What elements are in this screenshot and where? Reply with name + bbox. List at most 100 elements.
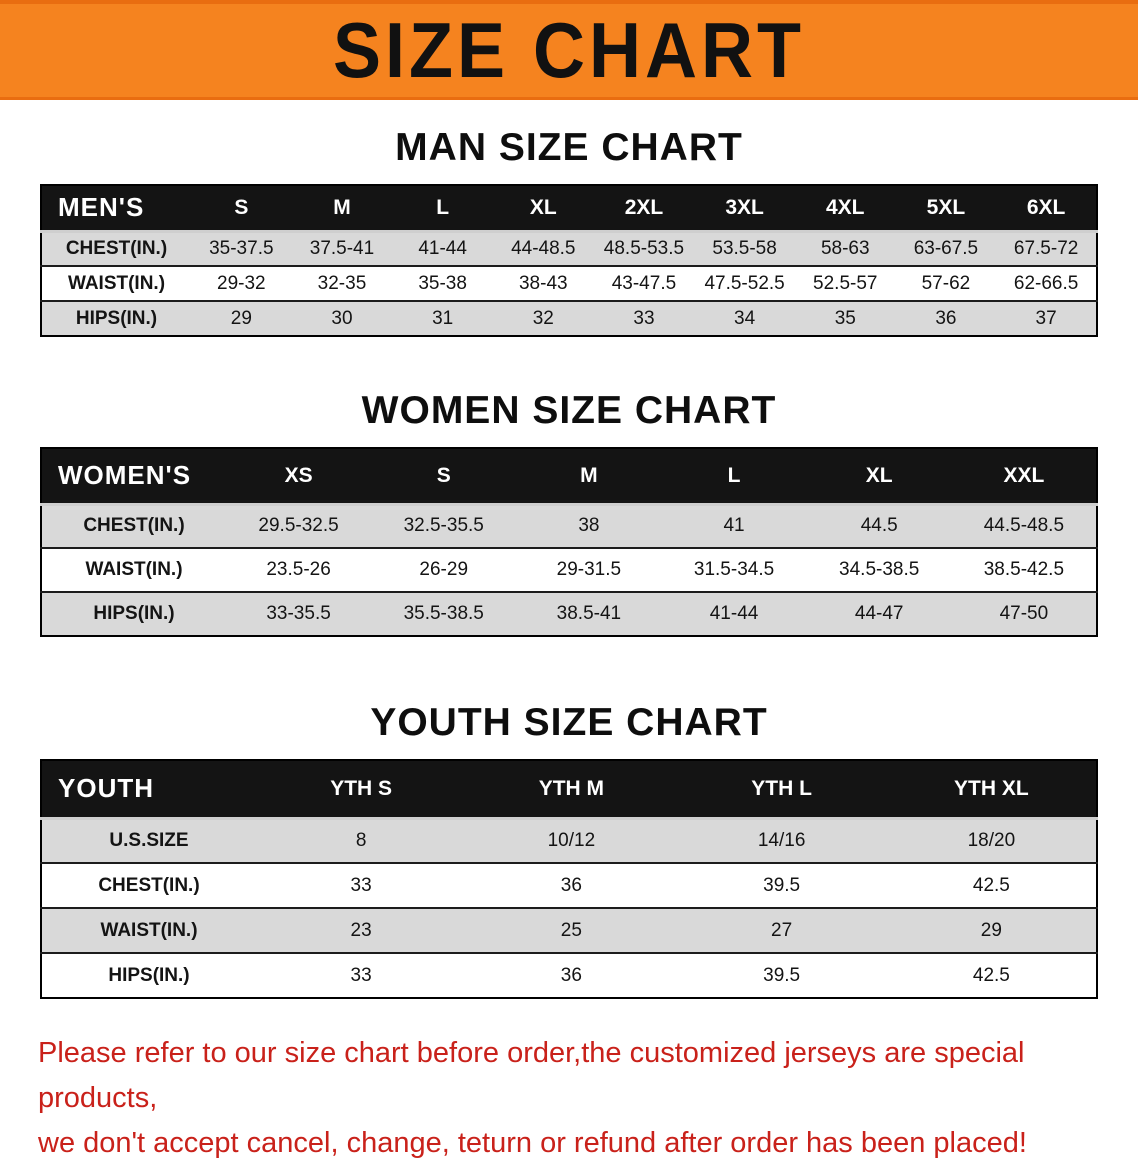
size-column-header: L — [436, 195, 450, 219]
size-value: 29 — [230, 307, 252, 329]
table-row: HIPS(IN.) 29 30 31 32 33 34 35 36 37 — [41, 301, 1097, 336]
table-row: WAIST(IN.) 23 25 27 29 — [41, 908, 1097, 953]
size-value: 33 — [350, 964, 372, 986]
table-row: CHEST(IN.) 29.5-32.5 32.5-35.5 38 41 44.5 44.5… — [41, 504, 1097, 548]
size-value: 18/20 — [967, 829, 1016, 851]
size-value: 58-63 — [820, 237, 870, 259]
size-value: 48.5-53.5 — [603, 237, 685, 259]
size-value: 67.5-72 — [1013, 237, 1079, 259]
size-value: 37.5-41 — [309, 237, 375, 259]
size-value: 44-48.5 — [511, 237, 576, 259]
size-column-header: YTH S — [330, 776, 393, 800]
size-value: 52.5-57 — [813, 272, 878, 294]
row-label: CHEST(IN.) — [65, 237, 168, 259]
size-value: 32 — [532, 307, 554, 329]
size-value: 29 — [980, 919, 1002, 941]
table-row: WAIST(IN.) 29-32 32-35 35-38 38-43 43-47.5 47.… — [41, 266, 1097, 301]
size-value: 30 — [331, 307, 353, 329]
row-label: HIPS(IN.) — [108, 964, 190, 986]
row-label: WAIST(IN.) — [67, 272, 166, 294]
table-row: U.S.SIZE 8 10/12 14/16 18/20 — [41, 818, 1097, 863]
table-row: HIPS(IN.) 33-35.5 35.5-38.5 38.5-41 41-44 44-… — [41, 592, 1097, 636]
size-value: 36 — [935, 307, 957, 329]
size-value: 32.5-35.5 — [403, 515, 484, 537]
row-label: CHEST(IN.) — [98, 874, 200, 896]
table-row: WAIST(IN.) 23.5-26 26-29 29-31.5 31.5-34.5 34… — [41, 548, 1097, 592]
size-value: 44.5 — [860, 515, 898, 537]
size-value: 44.5-48.5 — [983, 515, 1065, 537]
row-label: WAIST(IN.) — [85, 559, 183, 580]
size-value: 63-67.5 — [913, 237, 979, 259]
size-value: 39.5 — [763, 874, 801, 896]
size-value: 25 — [560, 919, 582, 941]
size-column-header: M — [580, 463, 598, 487]
disclaimer-note: Please refer to our size chart before or… — [38, 1031, 1108, 1166]
size-value: 39.5 — [763, 964, 801, 986]
size-column-header: 5XL — [926, 195, 966, 219]
size-value: 29.5-32.5 — [258, 515, 339, 537]
size-value: 62-66.5 — [1013, 272, 1079, 294]
size-value: 38-43 — [518, 272, 568, 294]
size-value: 47-50 — [999, 603, 1049, 624]
size-value: 35.5-38.5 — [403, 603, 484, 624]
size-column-header: S — [436, 463, 451, 487]
size-value: 33-35.5 — [266, 603, 331, 624]
size-value: 35-37.5 — [209, 237, 274, 259]
size-value: 44-47 — [854, 603, 904, 624]
size-value: 57-62 — [921, 272, 971, 294]
row-label: HIPS(IN.) — [75, 307, 158, 329]
table-row: CHEST(IN.) 33 36 39.5 42.5 — [41, 863, 1097, 908]
size-column-header: 2XL — [624, 195, 664, 219]
size-value: 36 — [560, 964, 582, 986]
size-value: 53.5-58 — [712, 237, 777, 259]
size-column-header: M — [333, 195, 351, 219]
size-column-header: XS — [284, 463, 313, 487]
size-value: 35-38 — [418, 272, 467, 294]
size-value: 23.5-26 — [266, 559, 331, 580]
size-value: 38 — [578, 515, 600, 537]
row-label: U.S.SIZE — [109, 829, 189, 851]
size-value: 38.5-42.5 — [983, 559, 1065, 580]
table-header-row: YOUTH YTH S YTH M YTH L YTH XL — [41, 760, 1097, 818]
women-size-table: WOMEN'S XS S M L XL XXL CHEST(IN.) 29.5-32.5 32.5… — [40, 447, 1098, 637]
size-value: 27 — [771, 919, 793, 941]
size-value: 23 — [350, 919, 372, 941]
section-heading-men: MAN SIZE CHART — [395, 126, 743, 169]
size-column-header: 3XL — [725, 195, 764, 219]
size-value: 35 — [834, 307, 856, 329]
size-column-header: XXL — [1003, 463, 1045, 487]
table-corner-label: WOMEN'S — [58, 460, 192, 491]
men-size-table: MEN'S S M L XL 2XL 3XL 4XL 5XL 6XL CHEST(IN.) 35-37… — [40, 184, 1098, 337]
size-column-header: S — [234, 195, 249, 219]
size-value: 33 — [633, 307, 655, 329]
size-value: 42.5 — [972, 874, 1010, 896]
size-value: 47.5-52.5 — [704, 272, 785, 294]
disclaimer-line-1: Please refer to our size chart before or… — [38, 1037, 1025, 1114]
table-corner-label: MEN'S — [58, 192, 145, 223]
size-column-header: XL — [865, 463, 893, 487]
size-value: 34 — [734, 307, 756, 329]
size-column-header: YTH XL — [954, 776, 1029, 800]
size-value: 31.5-34.5 — [693, 559, 775, 580]
size-value: 33 — [350, 874, 372, 896]
size-value: 34.5-38.5 — [839, 559, 920, 580]
size-value: 26-29 — [419, 559, 469, 580]
size-value: 32-35 — [317, 272, 367, 294]
size-column-header: YTH M — [538, 776, 605, 800]
size-value: 38.5-41 — [556, 603, 622, 624]
size-column-header: L — [727, 463, 741, 487]
page-title: SIZE CHART — [333, 7, 805, 94]
size-value: 8 — [355, 829, 367, 851]
section-heading-youth: YOUTH SIZE CHART — [370, 701, 768, 744]
size-value: 41-44 — [709, 603, 759, 624]
size-value: 31 — [432, 307, 454, 329]
section-heading-women: WOMEN SIZE CHART — [361, 389, 777, 432]
size-column-header: YTH L — [751, 776, 812, 800]
row-label: CHEST(IN.) — [83, 515, 185, 537]
table-header-row: MEN'S S M L XL 2XL 3XL 4XL 5XL 6XL — [41, 185, 1097, 231]
size-value: 42.5 — [972, 964, 1010, 986]
size-column-header: 6XL — [1026, 195, 1066, 219]
size-value: 41 — [723, 515, 745, 537]
size-value: 10/12 — [547, 829, 596, 851]
